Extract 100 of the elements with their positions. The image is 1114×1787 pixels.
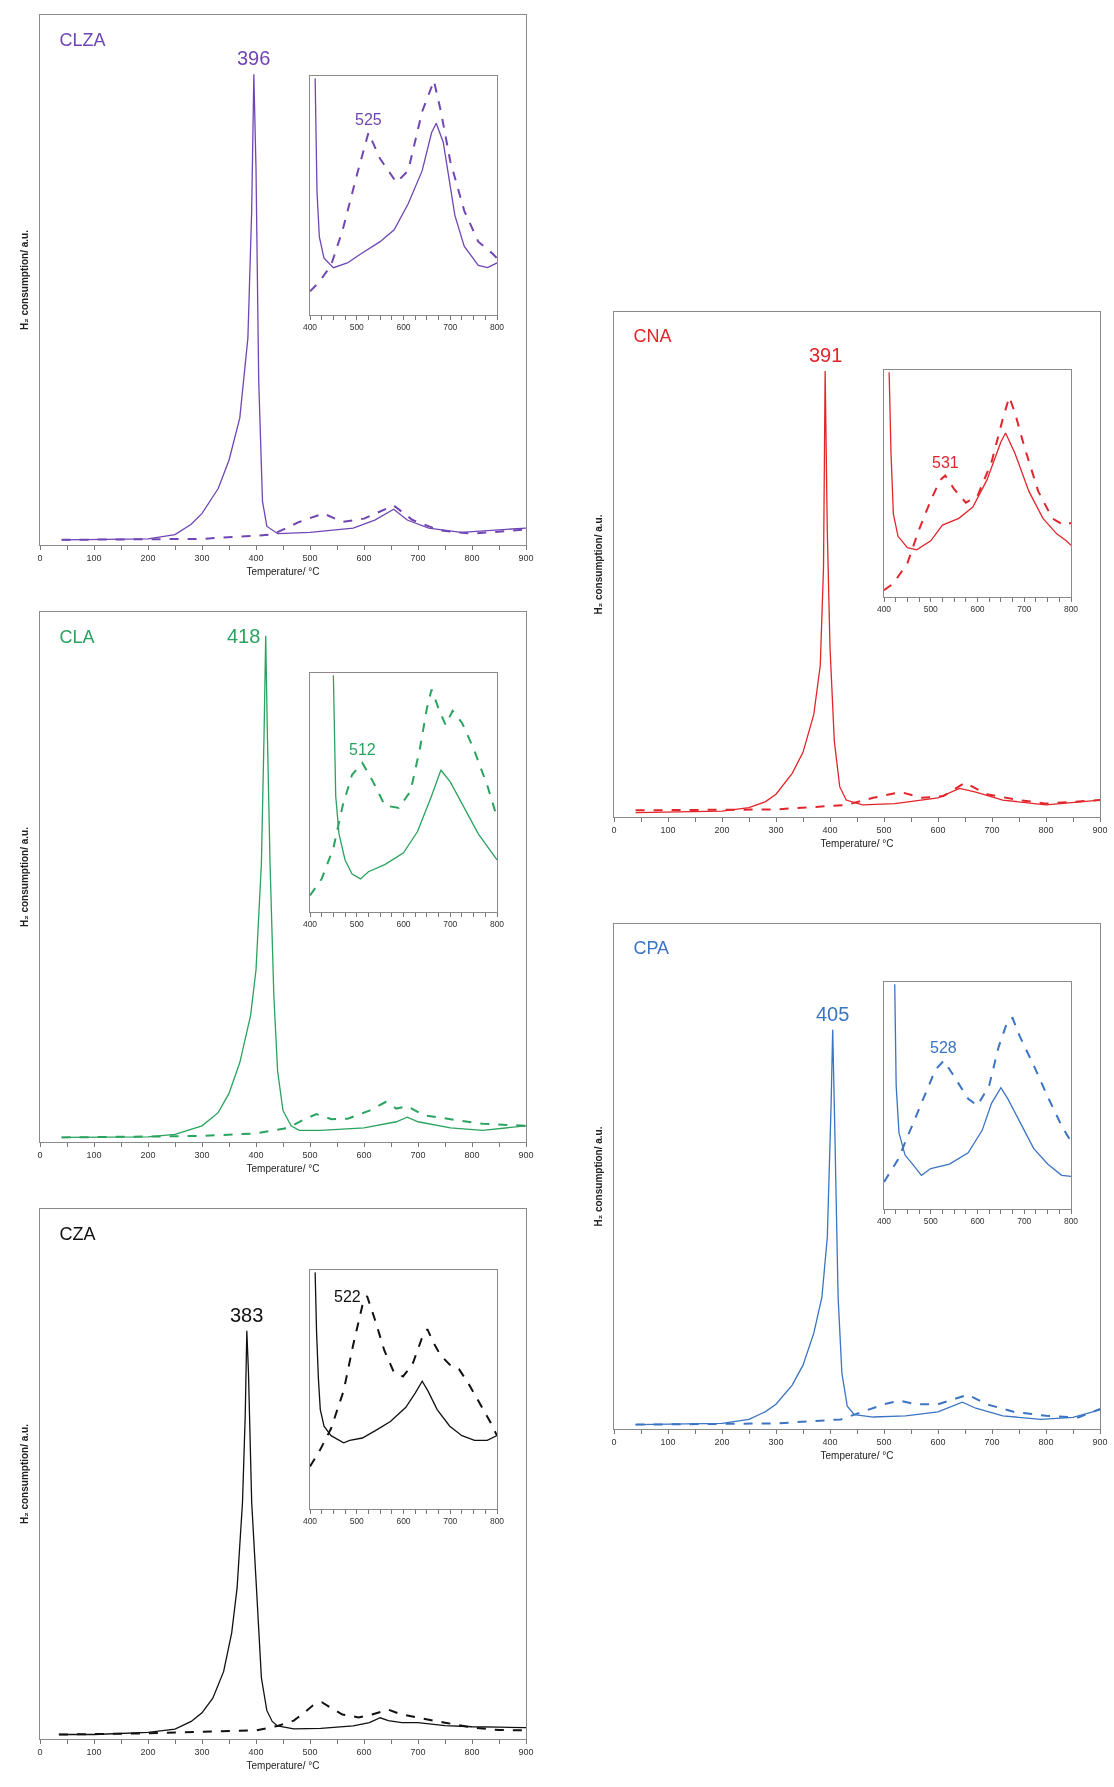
x-tick-label: 500: [876, 1436, 892, 1447]
y-axis-title: H₂ consumption/ a.u.: [593, 1126, 604, 1227]
x-tick-label: 600: [356, 1746, 372, 1757]
x-tick-label: 500: [349, 322, 365, 333]
annotation: 405: [816, 1003, 850, 1025]
x-tick-label: 700: [1017, 1216, 1032, 1227]
x-tick-label: 800: [464, 1746, 480, 1757]
x-tick-label: 700: [443, 1516, 458, 1527]
x-tick-label: 500: [349, 919, 365, 930]
y-axis-title: H₂ consumption/ a.u.: [19, 1423, 30, 1524]
x-tick-label: 0: [611, 1436, 617, 1447]
x-tick-label: 0: [37, 1746, 43, 1757]
x-axis-title: Temperature/ °C: [246, 1760, 320, 1772]
x-tick-label: 600: [970, 1216, 985, 1227]
x-tick-label: 800: [1038, 824, 1054, 835]
annotation: 396: [237, 47, 271, 69]
annotation: 391: [809, 344, 843, 366]
x-tick-label: 800: [464, 1149, 480, 1160]
x-tick-label: 400: [822, 1436, 838, 1447]
x-tick-label: 200: [140, 552, 156, 563]
x-tick-label: 900: [1092, 1436, 1108, 1447]
x-tick-label: 600: [930, 1436, 946, 1447]
x-tick-label: 800: [1063, 604, 1079, 615]
x-tick-label: 600: [396, 322, 411, 333]
x-tick-label: 700: [410, 1746, 426, 1757]
x-tick-label: 800: [464, 552, 480, 563]
x-tick-label: 800: [1063, 1216, 1079, 1227]
x-tick-label: 600: [396, 919, 411, 930]
x-tick-label: 600: [930, 824, 946, 835]
x-tick-label: 100: [660, 824, 676, 835]
x-tick-label: 0: [37, 1149, 43, 1160]
x-tick-label: 100: [86, 552, 102, 563]
x-tick-label: 900: [518, 552, 534, 563]
x-tick-label: 700: [443, 322, 458, 333]
x-axis-title: Temperature/ °C: [246, 1163, 320, 1175]
annotation: 418: [227, 625, 261, 647]
x-tick-label: 900: [1092, 824, 1108, 835]
x-tick-label: 100: [86, 1746, 102, 1757]
x-tick-label: 700: [984, 824, 1000, 835]
x-tick-label: 200: [714, 1436, 730, 1447]
annotation: 522: [334, 1288, 361, 1305]
x-tick-label: 500: [302, 1149, 318, 1160]
x-axis-title: Temperature/ °C: [246, 566, 320, 578]
x-tick-label: 800: [489, 919, 505, 930]
x-tick-label: 800: [489, 1516, 505, 1527]
annotation: 525: [355, 111, 382, 128]
annotation: 512: [349, 741, 376, 758]
x-tick-label: 200: [714, 824, 730, 835]
x-tick-label: 300: [194, 1149, 210, 1160]
x-tick-label: 300: [194, 552, 210, 563]
x-tick-label: 500: [923, 1216, 939, 1227]
chart-title: CLZA: [59, 30, 106, 51]
x-tick-label: 400: [302, 322, 318, 333]
x-tick-label: 900: [518, 1149, 534, 1160]
x-tick-label: 700: [443, 919, 458, 930]
x-tick-label: 400: [876, 1216, 892, 1227]
x-tick-label: 500: [302, 1746, 318, 1757]
x-tick-label: 500: [876, 824, 892, 835]
x-tick-label: 300: [194, 1746, 210, 1757]
x-tick-label: 700: [410, 552, 426, 563]
x-tick-label: 200: [140, 1746, 156, 1757]
x-tick-label: 700: [410, 1149, 426, 1160]
chart-title: CLA: [59, 627, 95, 648]
x-tick-label: 700: [984, 1436, 1000, 1447]
y-axis-title: H₂ consumption/ a.u.: [593, 514, 604, 615]
x-tick-label: 400: [822, 824, 838, 835]
x-tick-label: 300: [768, 824, 784, 835]
x-tick-label: 600: [396, 1516, 411, 1527]
x-tick-label: 600: [356, 1149, 372, 1160]
chart-title: CNA: [633, 326, 672, 347]
x-tick-label: 400: [248, 1746, 264, 1757]
y-axis-title: H₂ consumption/ a.u.: [19, 826, 30, 927]
x-tick-label: 600: [970, 604, 985, 615]
x-tick-label: 0: [37, 552, 43, 563]
x-tick-label: 100: [660, 1436, 676, 1447]
x-tick-label: 0: [611, 824, 617, 835]
x-tick-label: 900: [518, 1746, 534, 1757]
x-tick-label: 300: [768, 1436, 784, 1447]
x-tick-label: 400: [302, 919, 318, 930]
annotation: 528: [930, 1039, 957, 1056]
x-tick-label: 500: [302, 552, 318, 563]
x-tick-label: 500: [923, 604, 939, 615]
x-tick-label: 400: [302, 1516, 318, 1527]
x-axis-title: Temperature/ °C: [820, 838, 894, 850]
x-tick-label: 400: [248, 1149, 264, 1160]
chart-title: CZA: [59, 1224, 96, 1245]
x-tick-label: 700: [1017, 604, 1032, 615]
x-tick-label: 100: [86, 1149, 102, 1160]
x-tick-label: 500: [349, 1516, 365, 1527]
chart-title: CPA: [633, 938, 670, 959]
y-axis-title: H₂ consumption/ a.u.: [19, 229, 30, 330]
x-tick-label: 800: [1038, 1436, 1054, 1447]
x-axis-title: Temperature/ °C: [820, 1450, 894, 1462]
x-tick-label: 800: [489, 322, 505, 333]
x-tick-label: 400: [248, 552, 264, 563]
x-tick-label: 400: [876, 604, 892, 615]
annotation: 531: [932, 454, 959, 471]
annotation: 383: [230, 1304, 264, 1326]
x-tick-label: 600: [356, 552, 372, 563]
x-tick-label: 200: [140, 1149, 156, 1160]
